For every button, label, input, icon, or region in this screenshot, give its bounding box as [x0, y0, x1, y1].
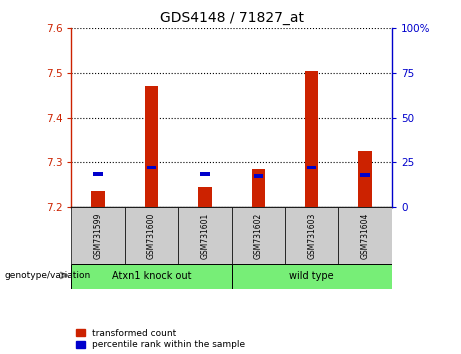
Bar: [145, 86, 158, 207]
Bar: [147, 166, 156, 169]
Title: GDS4148 / 71827_at: GDS4148 / 71827_at: [160, 11, 304, 24]
Bar: [361, 173, 370, 177]
Text: Atxn1 knock out: Atxn1 knock out: [112, 271, 191, 281]
Bar: [359, 151, 372, 207]
Bar: [254, 175, 263, 178]
Bar: [252, 169, 265, 207]
Text: GSM731599: GSM731599: [94, 212, 103, 259]
Text: GSM731604: GSM731604: [361, 212, 370, 259]
Text: genotype/variation: genotype/variation: [5, 271, 91, 280]
Text: GSM731600: GSM731600: [147, 212, 156, 259]
Text: wild type: wild type: [290, 271, 334, 281]
Text: GSM731603: GSM731603: [307, 212, 316, 259]
Bar: [200, 172, 210, 176]
Bar: [285, 207, 338, 264]
Bar: [71, 264, 231, 289]
Text: GSM731602: GSM731602: [254, 212, 263, 258]
Text: GSM731601: GSM731601: [201, 212, 209, 258]
Bar: [305, 71, 319, 207]
Bar: [198, 187, 212, 207]
Bar: [231, 207, 285, 264]
Legend: transformed count, percentile rank within the sample: transformed count, percentile rank withi…: [76, 329, 245, 349]
Bar: [125, 207, 178, 264]
Bar: [231, 264, 392, 289]
Bar: [94, 172, 103, 176]
Bar: [307, 166, 316, 169]
Bar: [338, 207, 392, 264]
Bar: [91, 192, 105, 207]
Bar: [71, 207, 125, 264]
Bar: [178, 207, 231, 264]
